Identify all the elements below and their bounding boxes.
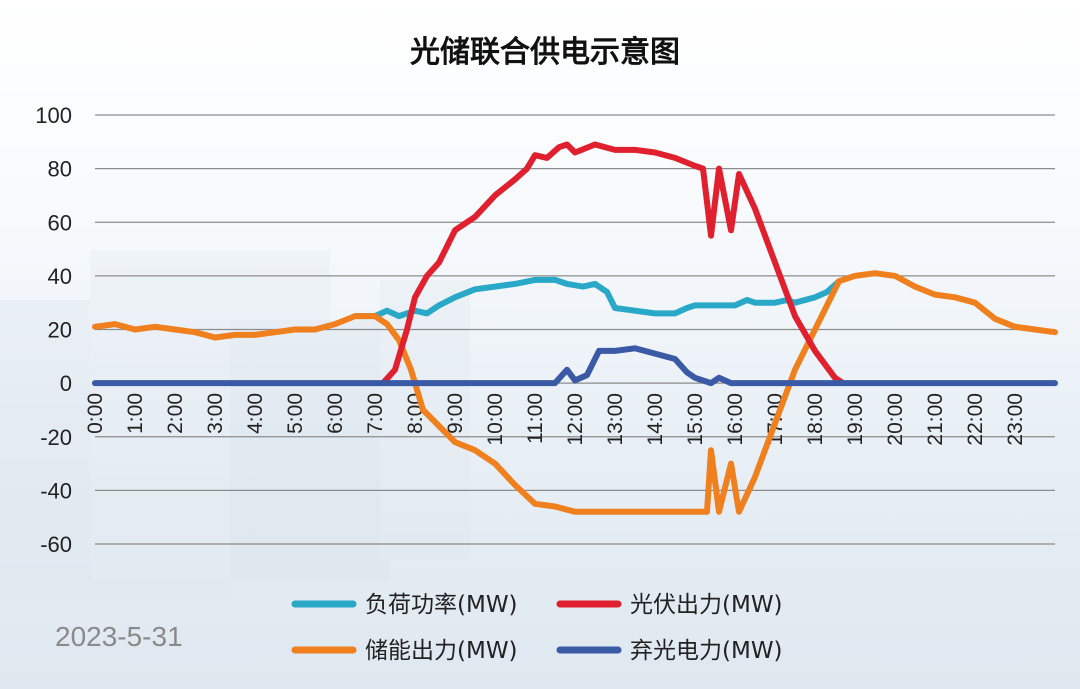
y-tick-label: -40 [40, 478, 72, 503]
x-tick-label: 19:00 [844, 393, 867, 446]
x-tick-label: 14:00 [644, 393, 667, 446]
x-tick-label: 1:00 [124, 393, 147, 434]
date-label: 2023-5-31 [55, 621, 183, 652]
background-building-image [0, 250, 470, 600]
series-line-1 [380, 141, 846, 387]
x-axis-ticks: 0:00 1:00 2:00 3:00 4:00 5:00 6:00 7:00 8:00 9:00… [84, 393, 1027, 446]
x-tick-label: 7:00 [364, 393, 387, 434]
chart-title: 光储联合供电示意图 [410, 35, 680, 70]
y-axis-ticks: 100 80 60 40 20 0 -20 -40 -60 [35, 103, 72, 557]
legend-label: 光伏出力(MW) [630, 592, 783, 618]
x-tick-label: 13:00 [604, 393, 627, 446]
legend: 负荷功率(MW) 光伏出力(MW) 储能出力(MW) 弃光电力(MW) [291, 592, 783, 664]
x-tick-label: 15:00 [684, 393, 707, 446]
x-tick-label: 10:00 [484, 393, 507, 446]
legend-label: 储能出力(MW) [365, 638, 518, 664]
x-tick-label: 2:00 [164, 393, 187, 434]
series-line-0 [352, 276, 842, 320]
x-tick-label: 6:00 [324, 393, 347, 434]
legend-label: 弃光电力(MW) [630, 638, 783, 664]
x-tick-label: 21:00 [924, 393, 947, 446]
x-tick-label: 0:00 [84, 393, 107, 434]
x-tick-label: 22:00 [964, 393, 987, 446]
x-tick-label: 16:00 [724, 393, 747, 446]
y-tick-label: 80 [48, 157, 72, 182]
series-lines [92, 141, 1058, 515]
x-tick-label: 23:00 [1004, 393, 1027, 446]
x-tick-label: 3:00 [204, 393, 227, 434]
y-tick-label: 20 [48, 318, 72, 343]
legend-label: 负荷功率(MW) [365, 592, 518, 618]
y-tick-label: 100 [35, 103, 72, 128]
x-tick-label: 18:00 [804, 393, 827, 446]
x-tick-label: 12:00 [564, 393, 587, 446]
x-tick-label: 5:00 [284, 393, 307, 434]
y-tick-label: -20 [40, 425, 72, 450]
x-tick-label: 9:00 [444, 393, 467, 434]
x-tick-label: 11:00 [524, 393, 547, 444]
series-line-2 [92, 270, 1058, 515]
x-tick-label: 20:00 [884, 393, 907, 446]
y-tick-label: 0 [60, 371, 72, 396]
x-tick-label: 4:00 [244, 393, 267, 434]
y-tick-label: 40 [48, 264, 72, 289]
series-line-3 [92, 345, 1058, 387]
y-tick-label: 60 [48, 210, 72, 235]
y-tick-label: -60 [40, 532, 72, 557]
